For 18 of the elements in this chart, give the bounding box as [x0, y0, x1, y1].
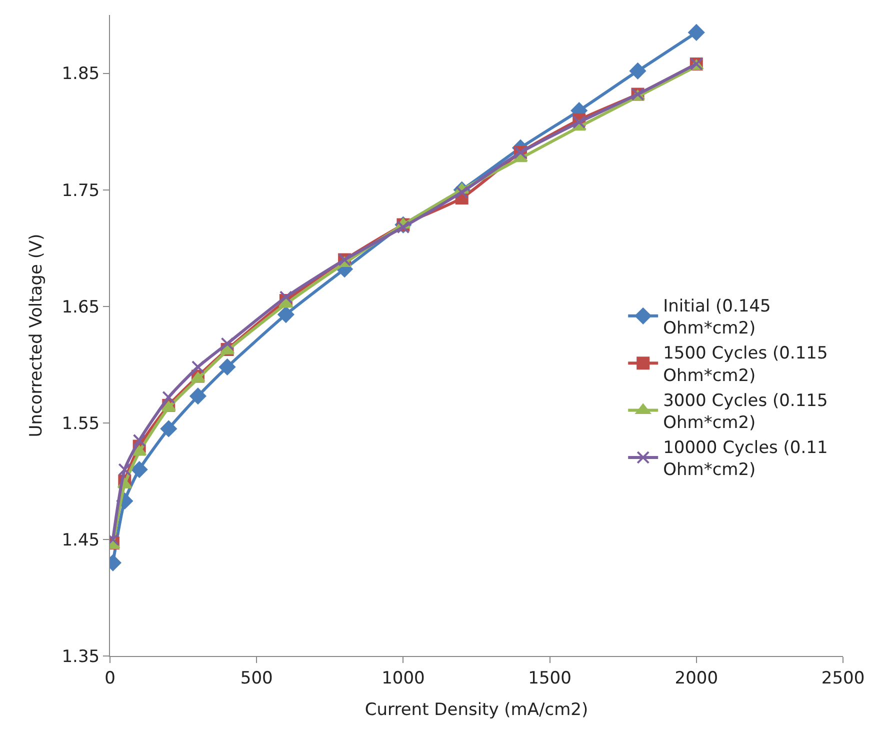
y-axis-title: Uncorrected Voltage (V) [26, 234, 46, 438]
x-tick-label: 1500 [528, 668, 572, 688]
x-tick-label: 2000 [674, 668, 718, 688]
y-tick-label: 1.85 [62, 64, 100, 84]
y-tick-label: 1.35 [62, 646, 100, 667]
y-tick-label: 1.75 [62, 180, 100, 201]
x-axis-title: Current Density (mA/cm2) [364, 700, 588, 720]
y-tick-label: 1.45 [62, 530, 100, 550]
legend-label: 10000 Cycles (0.11 Ohm*cm2) [663, 438, 828, 480]
legend-label: 3000 Cycles (0.115 Ohm*cm2) [663, 390, 828, 433]
y-tick-label: 1.65 [62, 297, 100, 318]
x-tick-label: 2500 [821, 668, 865, 688]
legend-label: Initial (0.145 Ohm*cm2) [663, 296, 771, 339]
legend-label: 1500 Cycles (0.115 Ohm*cm2) [663, 344, 828, 386]
y-tick-label: 1.55 [62, 414, 100, 434]
x-tick-label: 500 [240, 668, 273, 688]
x-tick-label: 1000 [382, 668, 425, 688]
x-tick-label: 0 [104, 668, 116, 688]
